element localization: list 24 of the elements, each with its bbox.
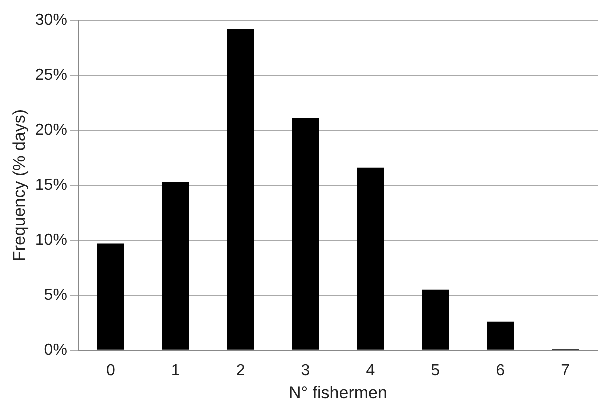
x-tick-label: 7 <box>561 362 570 380</box>
bar <box>227 29 254 350</box>
bar <box>422 290 450 350</box>
y-tick-label: 20% <box>35 122 68 139</box>
x-tick-label: 6 <box>496 362 506 380</box>
x-tick-label: 5 <box>431 362 440 380</box>
y-tick-label: 10% <box>35 232 68 249</box>
y-tick-label: 30% <box>35 12 68 30</box>
y-tick-label: 5% <box>44 286 68 304</box>
y-tick-label: 15% <box>35 176 68 194</box>
y-axis-title: Frequency (% days) <box>10 109 29 262</box>
x-axis-title: N° fishermen <box>288 383 388 402</box>
x-tick-label: 3 <box>301 362 310 380</box>
y-tick-label: 25% <box>35 66 68 84</box>
bar <box>162 182 190 350</box>
x-tick-label: 4 <box>366 362 376 380</box>
bar <box>487 322 514 350</box>
x-tick-label: 2 <box>236 362 246 380</box>
bar <box>357 168 384 350</box>
bar <box>292 118 320 350</box>
bar <box>97 244 124 350</box>
x-tick-label: 0 <box>106 362 116 380</box>
y-tick-label: 0% <box>44 342 68 359</box>
x-tick-label: 1 <box>171 362 180 380</box>
